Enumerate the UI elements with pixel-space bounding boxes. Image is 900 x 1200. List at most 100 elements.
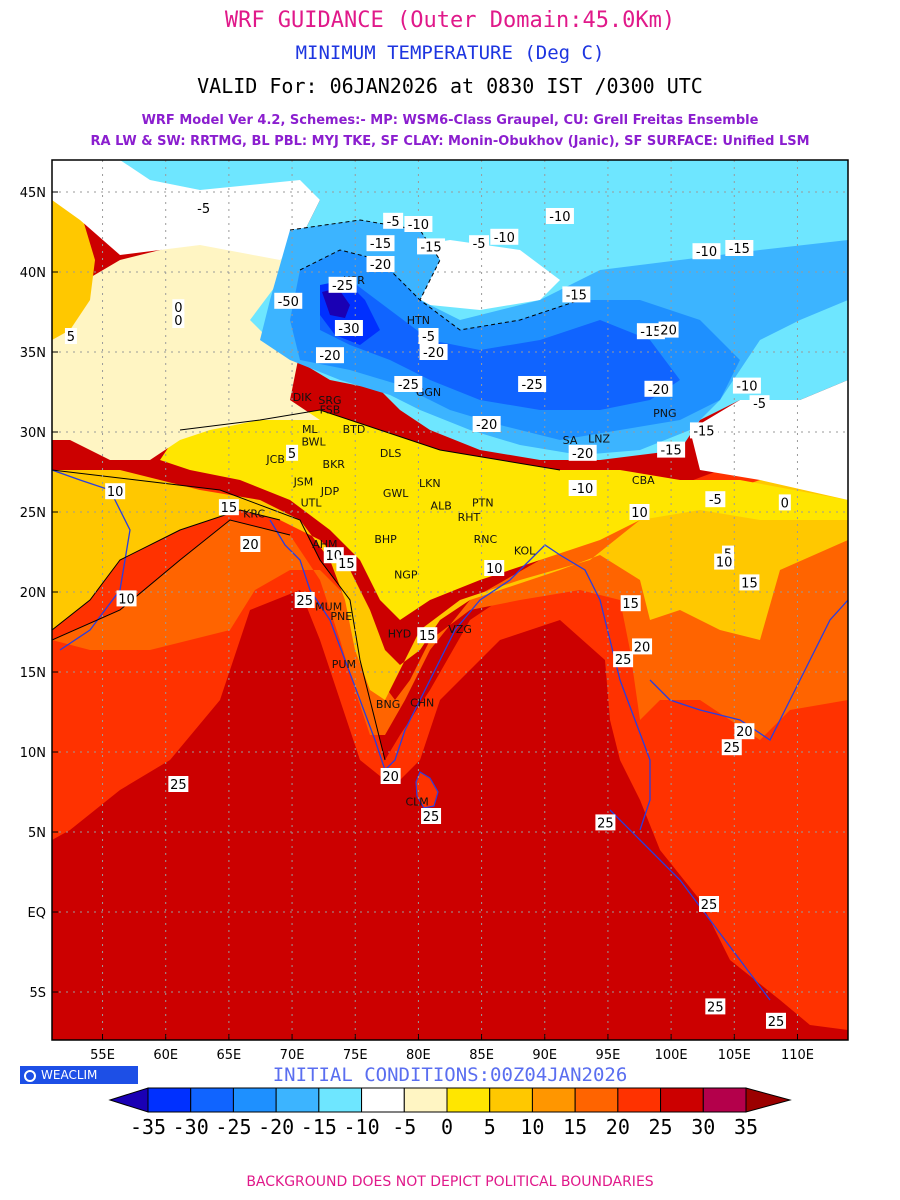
colorbar-box bbox=[617, 1087, 662, 1113]
contour-label-box bbox=[328, 276, 357, 293]
contour-label-box bbox=[714, 553, 735, 570]
model-schemes-line1: WRF Model Ver 4.2, Schemes:- MP: WSM6-Cl… bbox=[141, 113, 759, 128]
contour-label-text: 25 bbox=[707, 1000, 724, 1015]
contour-label-text: -30 bbox=[338, 322, 359, 337]
colorbar-box bbox=[275, 1087, 320, 1113]
contour-label-box bbox=[620, 595, 641, 612]
contour-label-text: -5 bbox=[387, 215, 400, 230]
sri-lanka bbox=[415, 771, 439, 809]
contour-label: -15 bbox=[366, 235, 395, 252]
contour-lines bbox=[52, 219, 581, 761]
band-5-10 bbox=[160, 410, 848, 620]
colorbar-high-arrow bbox=[745, 1087, 792, 1113]
station-code: RNC bbox=[474, 533, 498, 546]
contour-label-box bbox=[116, 590, 137, 607]
contour-label-box bbox=[240, 536, 261, 552]
arabia-coastline bbox=[52, 469, 131, 651]
contour-label: 15 bbox=[417, 627, 438, 644]
contour-label-box bbox=[366, 256, 395, 272]
contour-label-text: -20 bbox=[370, 258, 391, 273]
contour-label: -10 bbox=[692, 243, 721, 260]
contour-label: 15 bbox=[336, 555, 357, 572]
contour-label-text: -5 bbox=[197, 202, 210, 217]
contour-label-text: 20 bbox=[382, 770, 399, 785]
contour-label-box bbox=[629, 504, 650, 520]
contour-label: -5 bbox=[705, 491, 726, 508]
contour-label: -50 bbox=[274, 292, 303, 310]
station-code: NGP bbox=[394, 568, 418, 581]
contour-label: -15 bbox=[725, 240, 754, 257]
contour-label: -5 bbox=[418, 328, 439, 345]
contour-label-box bbox=[657, 441, 686, 458]
station-code: BWL bbox=[301, 436, 326, 449]
band-10-15 bbox=[52, 470, 848, 700]
contour-label-box bbox=[732, 377, 761, 394]
lat-tick-label: 25N bbox=[20, 506, 46, 521]
contour-label-text: -15 bbox=[420, 240, 441, 255]
colorbar-box bbox=[232, 1087, 277, 1113]
lon-tick-label: 70E bbox=[280, 1048, 305, 1063]
contour-label-text: -20 bbox=[423, 346, 444, 361]
contour-label-box bbox=[417, 238, 446, 255]
contour-label: -20 bbox=[568, 444, 597, 462]
contour-label: 25 bbox=[705, 998, 726, 1015]
colorbar-box bbox=[702, 1087, 747, 1113]
contour-label-box bbox=[294, 592, 315, 608]
contour-label-box bbox=[383, 212, 404, 229]
contour-label: 25 bbox=[168, 776, 189, 793]
contour-label: -25 bbox=[328, 276, 357, 294]
se-asia-coastline bbox=[649, 599, 848, 741]
station-code: CLM bbox=[405, 796, 428, 809]
colorbar-tick-label: 35 bbox=[734, 1115, 758, 1139]
contour-label-text: -15 bbox=[566, 288, 587, 303]
lon-tick-label: 85E bbox=[469, 1048, 494, 1063]
contour-label-text: 25 bbox=[768, 1015, 785, 1030]
contour-label-box bbox=[568, 444, 597, 461]
contour-label-box bbox=[172, 299, 185, 316]
contour-minus15 bbox=[299, 249, 581, 331]
contour-label-text: 10 bbox=[107, 485, 124, 500]
contour-label-text: -25 bbox=[398, 378, 419, 393]
contour-label: 20 bbox=[632, 638, 653, 655]
contour-label-text: -15 bbox=[370, 237, 391, 252]
contour-label-box bbox=[490, 228, 519, 245]
contour-label: 0 bbox=[172, 312, 185, 329]
contour-label-text: -5 bbox=[753, 397, 766, 412]
station-code: ALB bbox=[431, 500, 452, 513]
lat-tick-label: 45N bbox=[20, 186, 46, 201]
colorbar-tick-label: 0 bbox=[441, 1115, 453, 1139]
contour-label: -30 bbox=[334, 320, 363, 337]
weaclim-logo-icon bbox=[24, 1070, 36, 1082]
contour-label-box bbox=[765, 1012, 786, 1029]
contour-label-text: 15 bbox=[741, 576, 758, 591]
contour-label: -15 bbox=[562, 286, 591, 303]
contour-label: 0 bbox=[778, 494, 791, 511]
contour-label-text: -20 bbox=[476, 418, 497, 433]
contour-label-text: 0 bbox=[174, 314, 182, 329]
station-code: PUM bbox=[332, 658, 356, 671]
contour-label: 0 bbox=[172, 299, 185, 316]
station-code: GWL bbox=[383, 487, 409, 500]
station-code: JCB bbox=[265, 453, 284, 466]
contour-label-text: 25 bbox=[296, 594, 313, 609]
contour-label-box bbox=[721, 739, 742, 756]
colorbar-tick-label: 20 bbox=[606, 1115, 630, 1139]
contour-label: -5 bbox=[749, 395, 770, 412]
station-code: SRG bbox=[318, 394, 341, 407]
lon-tick-label: 65E bbox=[217, 1048, 242, 1063]
contour-label: -10 bbox=[490, 228, 519, 246]
contour-label-box bbox=[394, 376, 423, 392]
contour-label-box bbox=[739, 574, 760, 591]
contour-label-text: -20 bbox=[648, 383, 669, 398]
contour-label: 10 bbox=[629, 504, 650, 521]
colorbar-tick-label: 10 bbox=[520, 1115, 544, 1139]
colorbar-box bbox=[403, 1087, 448, 1113]
contour-label: 15 bbox=[739, 574, 760, 591]
contour-label-box bbox=[218, 499, 239, 516]
contour-label-text: 0 bbox=[174, 301, 182, 316]
station-code: RHT bbox=[458, 511, 481, 524]
contour-label-box bbox=[404, 216, 433, 232]
contour-label-box bbox=[613, 651, 634, 668]
contour-label: -15 bbox=[417, 238, 446, 255]
contour-label-box bbox=[658, 321, 679, 338]
